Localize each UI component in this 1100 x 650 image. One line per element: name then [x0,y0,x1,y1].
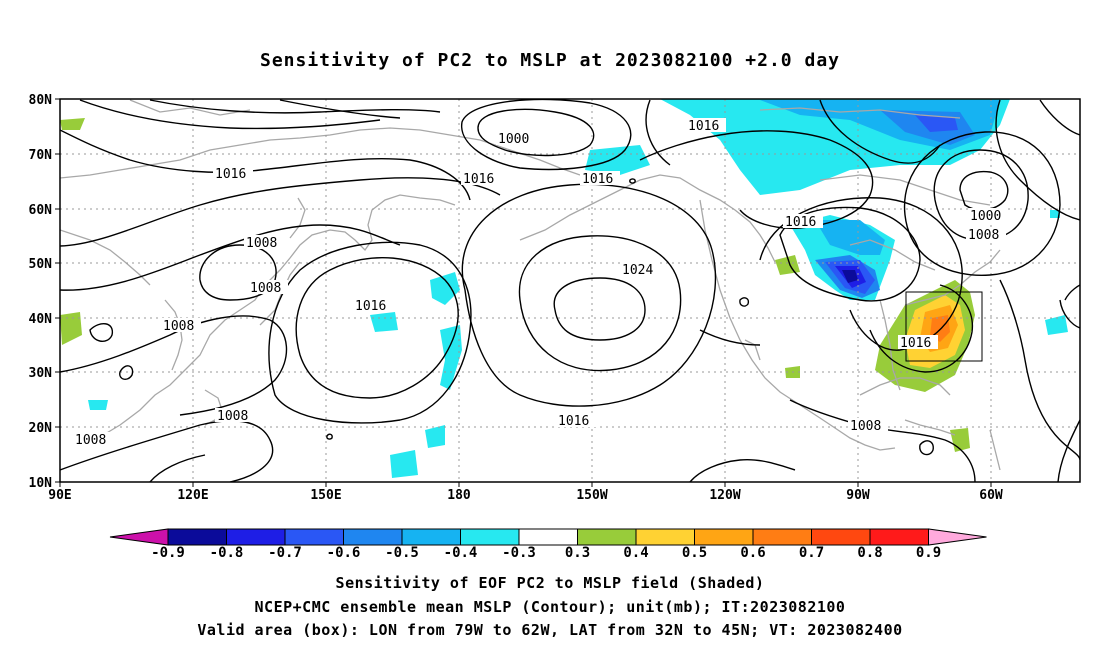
lat-label: 80N [29,93,53,108]
contour-label: 1016 [558,414,589,429]
latitude-labels: 80N 70N 60N 50N 40N 30N 20N 10N [29,93,53,491]
lon-label: 60W [979,488,1003,503]
contour-label: 1024 [622,263,653,278]
contour-label-group: 1000 1016 1016 1016 1016 1016 1000 1008 … [73,118,1008,448]
lon-label: 90E [48,488,71,503]
contour-label: 1016 [688,119,719,134]
colorbar-swatch [460,528,520,546]
colorbar-swatch [226,528,286,546]
lon-label: 180 [447,488,471,503]
longitude-labels: 90E 120E 150E 180 150W 120W 90W 60W [48,488,1003,503]
contour-caption: NCEP+CMC ensemble mean MSLP (Contour); u… [254,598,846,616]
colorbar-tick-label: -0.9 [151,545,185,561]
colorbar-tick-label: -0.8 [210,545,244,561]
contour-label: 1016 [900,336,931,351]
colorbar-left-tip [109,528,169,546]
axis-ticks [55,98,992,487]
contour-label: 1016 [785,215,816,230]
lon-label: 150E [310,488,341,503]
colorbar-swatch [401,528,461,546]
colorbar-tick-label: 0.4 [623,545,648,561]
colorbar-tick-label: 0.3 [565,545,590,561]
legend-caption: Sensitivity of EOF PC2 to MSLP field (Sh… [335,574,765,592]
colorbar-tick-label: 0.7 [799,545,824,561]
colorbar-tick-label: -0.7 [268,545,302,561]
contour-label: 1016 [582,172,613,187]
lon-label: 120W [709,488,740,503]
mslp-contours [60,99,1080,482]
contour-label: 1008 [968,228,999,243]
contour-label: 1008 [250,281,281,296]
contour-label: 1016 [355,299,386,314]
colorbar-swatch [869,528,929,546]
contour-label: 1000 [498,132,529,147]
colorbar-tick-label: -0.4 [444,545,478,561]
valid-area-caption: Valid area (box): LON from 79W to 62W, L… [197,621,903,639]
colorbar-tick-label: 0.5 [682,545,707,561]
colorbar-tick-label: -0.5 [385,545,419,561]
contour-label: 1008 [75,433,106,448]
colorbar-swatch [167,528,227,546]
lat-label: 60N [29,203,53,218]
map-title: Sensitivity of PC2 to MSLP at 2023082100… [259,50,840,71]
lat-label: 10N [29,476,53,491]
lon-label: 150W [576,488,607,503]
contour-label: 1000 [970,209,1001,224]
colorbar-tick-label: 0.8 [857,545,882,561]
lat-label: 40N [29,312,53,327]
colorbar-swatch [343,528,403,546]
colorbar [109,528,987,546]
lat-label: 30N [29,366,53,381]
colorbar-tick-label: 0.9 [916,545,941,561]
colorbar-swatch [694,528,754,546]
contour-label: 1008 [246,236,277,251]
contour-label: 1008 [163,319,194,334]
colorbar-labels: -0.9 -0.8 -0.7 -0.6 -0.5 -0.4 -0.3 0.3 0.4 0.5 0.6… [151,545,941,561]
contour-label: 1016 [463,172,494,187]
colorbar-swatch [518,528,578,546]
colorbar-tick-label: 0.6 [740,545,765,561]
colorbar-swatch [635,528,695,546]
lat-label: 70N [29,148,53,163]
colorbar-tick-label: -0.6 [327,545,361,561]
colorbar-swatch [811,528,871,546]
map-frame [59,98,1081,483]
colorbar-swatch [752,528,812,546]
contour-label: 1016 [215,167,246,182]
lon-label: 120E [177,488,208,503]
colorbar-tick-label: -0.3 [502,545,536,561]
lon-label: 90W [846,488,870,503]
lat-label: 50N [29,257,53,272]
contour-label: 1008 [217,409,248,424]
contour-label: 1008 [850,419,881,434]
lat-label: 20N [29,421,53,436]
colorbar-right-tip [928,528,987,546]
colorbar-swatch [284,528,344,546]
colorbar-swatch [577,528,637,546]
valid-area-box [905,291,983,362]
